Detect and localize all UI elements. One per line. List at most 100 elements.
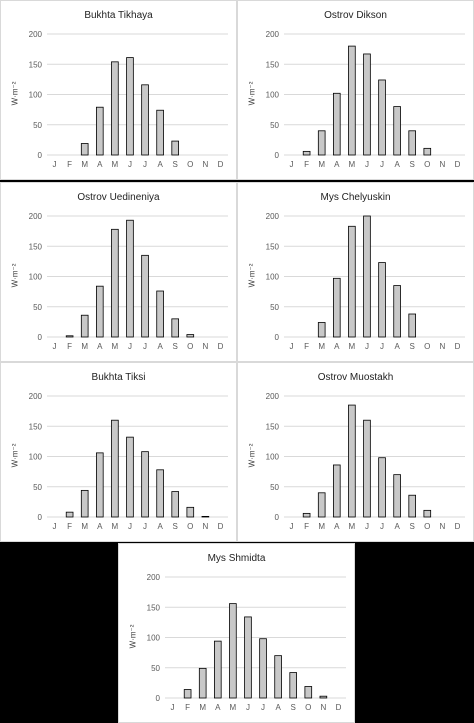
y-tick-label: 100 [29,91,43,100]
y-tick-label: 50 [33,303,42,312]
x-tick-label: D [455,522,461,531]
bar [423,509,432,518]
bar [111,228,119,338]
bar [95,285,104,338]
x-tick-label: A [275,703,281,712]
y-tick-label: 0 [38,151,43,160]
bar [80,314,89,338]
x-tick-label: D [218,160,224,169]
x-tick-label: A [334,160,340,169]
bar [348,45,356,156]
y-tick-label: 100 [266,91,280,100]
bar [348,225,356,338]
x-tick-label: S [173,522,178,531]
y-tick-label: 50 [33,121,42,130]
x-tick-label: J [380,342,384,351]
y-tick-label: 50 [270,483,279,492]
x-tick-label: A [334,342,340,351]
x-tick-label: F [304,522,309,531]
chart-panel-ostrov-dikson: Ostrov Dikson W·m⁻² 0 50 100 150 200 J F M A M J J A… [237,0,474,180]
bar [213,640,222,699]
y-tick-label: 200 [29,30,43,39]
x-tick-label: M [318,160,325,169]
y-tick-label: 100 [147,634,161,643]
x-tick-label: N [320,703,326,712]
chart-title: Ostrov Uedineniya [77,192,160,203]
x-tick-label: F [304,160,309,169]
x-tick-label: M [349,160,356,169]
x-tick-label: A [97,522,103,531]
x-tick-label: N [439,342,445,351]
x-tick-label: S [291,703,296,712]
y-tick-label: 150 [29,60,43,69]
y-tick-label: 150 [29,242,43,251]
bar [141,254,149,338]
x-tick-label: F [67,160,72,169]
y-tick-label: 50 [270,303,279,312]
y-tick-label: 0 [275,333,280,342]
bar [156,109,164,156]
bar [393,285,401,338]
x-tick-label: O [424,160,430,169]
bar [363,215,371,338]
x-tick-label: J [128,522,132,531]
bar [378,262,386,338]
bar [186,334,195,338]
bar [317,322,326,338]
bar [65,511,74,518]
bar [171,491,180,518]
x-tick-label: A [157,160,163,169]
x-tick-label: A [97,160,103,169]
bar [95,106,104,156]
y-tick-label: 200 [266,30,280,39]
bar [302,150,311,156]
bar [244,616,252,699]
y-tick-label: 100 [29,273,43,282]
x-tick-label: S [173,160,178,169]
bar [332,277,341,338]
y-tick-label: 0 [275,513,280,522]
chart-title: Ostrov Dikson [324,10,387,21]
x-tick-label: D [336,703,342,712]
x-tick-label: J [53,342,57,351]
bar [423,147,432,156]
bar [332,92,341,156]
bar [378,79,386,156]
y-tick-label: 150 [266,60,280,69]
x-tick-label: M [81,160,88,169]
x-tick-label: M [199,703,206,712]
bar [95,452,104,518]
x-tick-label: D [455,160,461,169]
bar [393,106,401,156]
y-tick-label: 100 [266,453,280,462]
bar [317,492,326,518]
bar [229,603,237,699]
y-tick-label: 50 [151,664,160,673]
chart-panel-bukhta-tiksi: Bukhta Tiksi W·m⁻² 0 50 100 150 200 J F M A M J J A S… [0,362,237,542]
x-tick-label: A [215,703,221,712]
x-tick-label: O [187,160,193,169]
x-tick-label: A [334,522,340,531]
x-tick-label: M [318,342,325,351]
bar [363,53,371,156]
x-tick-label: D [218,522,224,531]
y-tick-label: 50 [33,483,42,492]
bar [183,689,192,699]
y-tick-label: 200 [29,212,43,221]
bar [259,638,267,699]
chart-panel-bukhta-tikhaya: Bukhta Tikhaya W·m⁻² 0 50 100 150 200 J F M A M J J… [0,0,237,180]
x-tick-label: A [97,342,103,351]
x-tick-label: O [305,703,311,712]
y-tick-label: 150 [29,422,43,431]
bar [408,494,417,518]
x-tick-label: J [128,342,132,351]
y-tick-label: 0 [156,694,161,703]
x-tick-label: M [230,703,237,712]
y-tick-label: 0 [275,151,280,160]
x-tick-label: J [365,160,369,169]
x-tick-label: F [185,703,190,712]
bar [201,515,210,518]
